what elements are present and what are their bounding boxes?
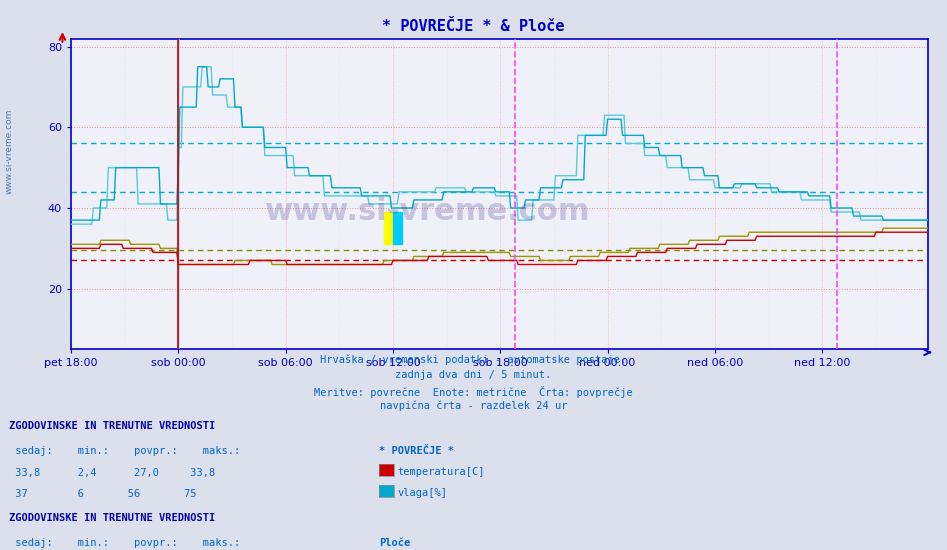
Text: zadnja dva dni / 5 minut.: zadnja dva dni / 5 minut.: [396, 370, 551, 380]
Text: * POVREČJE *: * POVREČJE *: [379, 446, 454, 456]
Text: sedaj:    min.:    povpr.:    maks.:: sedaj: min.: povpr.: maks.:: [9, 446, 241, 456]
Text: Meritve: povrečne  Enote: metrične  Črta: povprečje: Meritve: povrečne Enote: metrične Črta: …: [314, 386, 633, 398]
Text: * POVREČJE * & Ploče: * POVREČJE * & Ploče: [383, 19, 564, 34]
Text: sedaj:    min.:    povpr.:    maks.:: sedaj: min.: povpr.: maks.:: [9, 538, 241, 548]
Text: navpična črta - razdelek 24 ur: navpična črta - razdelek 24 ur: [380, 401, 567, 411]
Bar: [393, 212, 402, 244]
Bar: [384, 212, 393, 244]
Text: temperatura[C]: temperatura[C]: [398, 466, 485, 477]
Text: www.si-vreme.com: www.si-vreme.com: [5, 109, 14, 195]
Text: 33,8      2,4      27,0     33,8: 33,8 2,4 27,0 33,8: [9, 468, 216, 478]
Text: vlaga[%]: vlaga[%]: [398, 487, 448, 498]
Text: www.si-vreme.com: www.si-vreme.com: [265, 197, 591, 226]
Text: Hrvaška / vremenski podatki - avtomatske postaje.: Hrvaška / vremenski podatki - avtomatske…: [320, 355, 627, 365]
Text: 37        6       56       75: 37 6 56 75: [9, 488, 197, 499]
Text: ZGODOVINSKE IN TRENUTNE VREDNOSTI: ZGODOVINSKE IN TRENUTNE VREDNOSTI: [9, 421, 216, 431]
Text: Ploče: Ploče: [379, 538, 410, 548]
Text: ZGODOVINSKE IN TRENUTNE VREDNOSTI: ZGODOVINSKE IN TRENUTNE VREDNOSTI: [9, 513, 216, 524]
